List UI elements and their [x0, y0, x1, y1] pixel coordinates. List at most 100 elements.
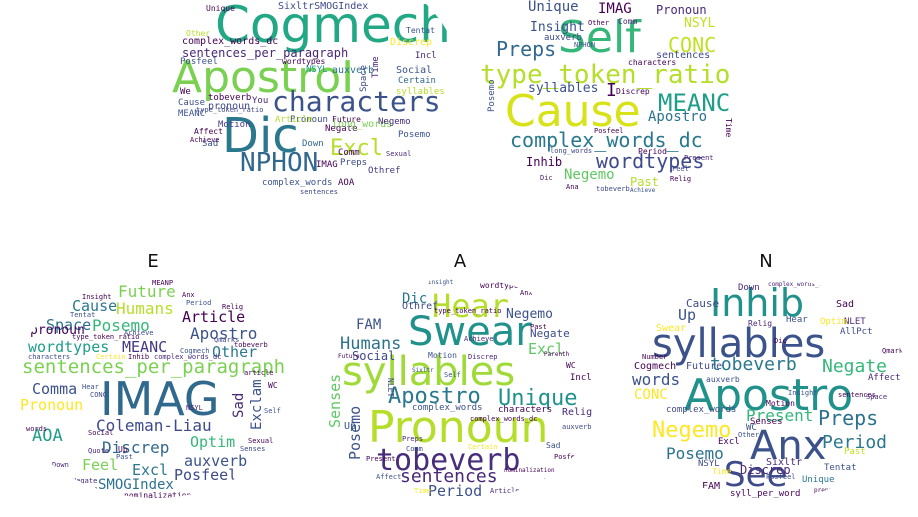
word: Humans: [340, 334, 402, 354]
word: Relig: [670, 175, 692, 183]
word: Quote: [88, 447, 110, 455]
word: Othref: [402, 301, 439, 312]
word: syllables: [396, 87, 445, 97]
word: WC: [268, 381, 278, 390]
word: Comm: [338, 148, 360, 158]
word: complex_words_dc: [510, 128, 703, 152]
word: Future: [686, 361, 723, 372]
word: Period: [822, 432, 888, 453]
word: Certain: [96, 353, 126, 361]
word: Negemo: [652, 418, 732, 443]
word: pronoun: [208, 101, 251, 112]
word: Inhib: [526, 155, 563, 169]
word: complex_words: [262, 178, 333, 188]
word: sentences: [400, 466, 498, 487]
word: Up: [118, 445, 128, 454]
word: Tentat: [406, 26, 435, 35]
word: Insight: [82, 293, 112, 301]
word: Time: [371, 56, 381, 78]
word: auxverb: [332, 65, 375, 76]
word: CONC: [634, 387, 668, 403]
word: type_token_ratio: [434, 307, 502, 315]
word: pronoun: [30, 323, 85, 338]
word: Senses: [240, 445, 266, 453]
word: Comm: [406, 445, 423, 453]
word: Dic: [222, 108, 299, 164]
word: complex_words: [412, 403, 483, 413]
word: NLET: [386, 378, 395, 398]
word: Apostro: [190, 324, 258, 343]
word: Discrep: [390, 37, 433, 48]
word: NPHON: [574, 41, 596, 49]
word: Humans: [116, 299, 174, 318]
word: Down: [544, 477, 561, 485]
word: Othref: [368, 166, 401, 176]
wordcloud-panel-4: Swear syllables Pronoun tobeverb Hear Un…: [318, 278, 603, 500]
word: Dic: [402, 291, 428, 307]
word: AOA: [32, 426, 63, 446]
word: sentences: [656, 50, 711, 61]
word: Feel: [672, 165, 689, 173]
panel-title-a: A: [453, 251, 467, 272]
wordcloud-panel-2: Self Cause type_token_ratio MEANC Preps …: [470, 0, 760, 200]
word: Excl: [718, 437, 740, 447]
word: See: [724, 455, 788, 495]
word: Time: [414, 487, 431, 495]
word: Senses: [326, 373, 344, 428]
word: wordtypes: [480, 281, 524, 290]
word: preposition: [814, 487, 854, 494]
word: CONC: [90, 391, 107, 399]
word: Pronoun: [20, 396, 84, 414]
word: I: [606, 80, 617, 101]
word: MEANP: [152, 279, 174, 287]
word: article: [244, 369, 274, 377]
wordcloud-panel-1: Cogmech ApostroI Dic characters NPHON Ex…: [160, 0, 460, 200]
word: NSYL: [698, 459, 720, 469]
word: We: [180, 87, 191, 97]
word: Cause: [505, 86, 641, 137]
word: Social: [396, 65, 433, 76]
word: Discrep: [616, 87, 650, 96]
word: You: [252, 96, 269, 106]
word: SMOGIndex: [98, 477, 174, 493]
word: Hear: [432, 287, 510, 325]
word: Anx: [520, 289, 533, 297]
word: Ana: [566, 183, 579, 191]
word: wordtypes: [28, 338, 110, 356]
wordcloud-1: Cogmech ApostroI Dic characters NPHON Ex…: [160, 0, 460, 200]
word: syllables: [652, 321, 826, 367]
word: tobeverb: [208, 93, 252, 103]
word: Apostro: [648, 109, 708, 125]
wordcloud-4: Swear syllables Pronoun tobeverb Hear Un…: [318, 278, 603, 500]
word: Past: [116, 453, 133, 461]
word: complex_words: [666, 405, 737, 415]
word: Relig: [222, 303, 244, 311]
word: Negemo: [564, 167, 615, 183]
word: Sixltr: [766, 457, 803, 468]
word: Feel: [82, 456, 119, 474]
word: Qmark: [882, 347, 904, 355]
word: auxverb: [184, 452, 248, 470]
word: Period: [638, 147, 667, 156]
word: Up: [344, 421, 357, 432]
word: Apostro: [388, 384, 481, 409]
word: MEANC: [658, 89, 731, 117]
word: Discrep: [740, 463, 791, 477]
word: long_words: [550, 147, 593, 155]
word: tobeverb: [376, 443, 521, 478]
word: Present: [746, 406, 814, 425]
word: wordtypes: [596, 149, 705, 173]
word: WC: [566, 361, 576, 370]
word: Posemo: [92, 316, 150, 335]
word: Comma: [32, 380, 78, 398]
word: Incl: [415, 51, 437, 61]
word: Pronoun: [290, 115, 328, 125]
word: Self: [558, 12, 641, 63]
word: Posfeel: [554, 453, 584, 461]
word: Inhib: [710, 281, 805, 325]
word: characters: [28, 353, 71, 361]
word: Period: [428, 482, 483, 500]
word: Unique: [498, 386, 578, 411]
word: Dic: [774, 337, 787, 345]
word: Down: [52, 461, 69, 469]
